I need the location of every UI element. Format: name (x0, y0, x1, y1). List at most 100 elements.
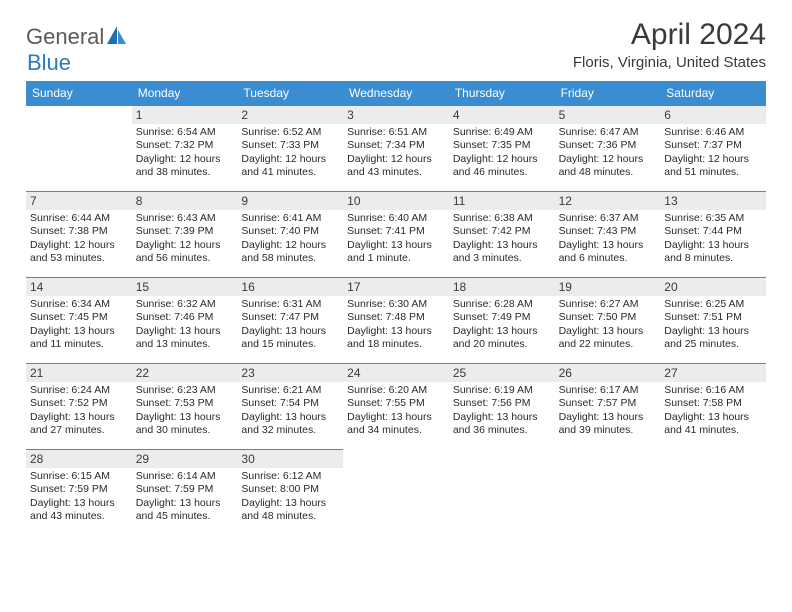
day-number: 9 (237, 192, 343, 210)
sunrise-line: Sunrise: 6:15 AM (30, 470, 128, 483)
calendar-cell: 7 Sunrise: 6:44 AMSunset: 7:38 PMDaylight… (26, 191, 132, 277)
title-block: April 2024 Floris, Virginia, United Stat… (573, 18, 766, 71)
daylight-line: Daylight: 13 hours and 30 minutes. (136, 411, 234, 438)
calendar-cell: 22Sunrise: 6:23 AMSunset: 7:53 PMDayligh… (132, 363, 238, 449)
calendar-header-row: SundayMondayTuesdayWednesdayThursdayFrid… (26, 81, 766, 105)
daylight-line: Daylight: 13 hours and 36 minutes. (453, 411, 551, 438)
daylight-line: Daylight: 13 hours and 6 minutes. (559, 239, 657, 266)
sunset-line: Sunset: 7:44 PM (664, 225, 762, 238)
calendar-cell: 19 Sunrise: 6:27 AMSunset: 7:50 PMDayligh… (555, 277, 661, 363)
day-details: Sunrise: 6:44 AMSunset: 7:38 PMDaylight:… (30, 212, 128, 266)
sunset-line: Sunset: 7:59 PM (136, 483, 234, 496)
sunrise-line: Sunrise: 6:19 AM (453, 384, 551, 397)
sunrise-line: Sunrise: 6:20 AM (347, 384, 445, 397)
daylight-line: Daylight: 12 hours and 46 minutes. (453, 153, 551, 180)
calendar-cell: 3Sunrise: 6:51 AMSunset: 7:34 PMDaylight… (343, 105, 449, 191)
day-number: 6 (660, 106, 766, 124)
day-number: 17 (343, 278, 449, 296)
day-number: 27 (660, 364, 766, 382)
day-details: Sunrise: 6:46 AMSunset: 7:37 PMDaylight:… (664, 126, 762, 180)
weekday-header: Sunday (26, 81, 132, 105)
sunset-line: Sunset: 7:38 PM (30, 225, 128, 238)
day-number: 26 (555, 364, 661, 382)
sunrise-line: Sunrise: 6:12 AM (241, 470, 339, 483)
day-details: Sunrise: 6:24 AMSunset: 7:52 PMDaylight:… (30, 384, 128, 438)
day-details: Sunrise: 6:32 AMSunset: 7:46 PMDaylight:… (136, 298, 234, 352)
weekday-header: Wednesday (343, 81, 449, 105)
calendar-cell: 24Sunrise: 6:20 AMSunset: 7:55 PMDayligh… (343, 363, 449, 449)
daylight-line: Daylight: 13 hours and 32 minutes. (241, 411, 339, 438)
sunrise-line: Sunrise: 6:27 AM (559, 298, 657, 311)
sunset-line: Sunset: 7:58 PM (664, 397, 762, 410)
daylight-line: Daylight: 12 hours and 56 minutes. (136, 239, 234, 266)
daylight-line: Daylight: 12 hours and 51 minutes. (664, 153, 762, 180)
weekday-header: Monday (132, 81, 238, 105)
sunrise-line: Sunrise: 6:54 AM (136, 126, 234, 139)
day-details: Sunrise: 6:16 AMSunset: 7:58 PMDaylight:… (664, 384, 762, 438)
daylight-line: Daylight: 13 hours and 8 minutes. (664, 239, 762, 266)
calendar-cell: 5Sunrise: 6:47 AMSunset: 7:36 PMDaylight… (555, 105, 661, 191)
sunrise-line: Sunrise: 6:28 AM (453, 298, 551, 311)
day-details: Sunrise: 6:19 AMSunset: 7:56 PMDaylight:… (453, 384, 551, 438)
calendar-cell: 28Sunrise: 6:15 AMSunset: 7:59 PMDayligh… (26, 449, 132, 535)
daylight-line: Daylight: 13 hours and 41 minutes. (664, 411, 762, 438)
day-details: Sunrise: 6:27 AMSunset: 7:50 PMDaylight:… (559, 298, 657, 352)
day-number: 7 (26, 192, 132, 210)
daylight-line: Daylight: 13 hours and 45 minutes. (136, 497, 234, 524)
day-number: 8 (132, 192, 238, 210)
calendar-cell: 27 Sunrise: 6:16 AMSunset: 7:58 PMDayligh… (660, 363, 766, 449)
daylight-line: Daylight: 13 hours and 13 minutes. (136, 325, 234, 352)
day-number: 14 (26, 278, 132, 296)
daylight-line: Daylight: 13 hours and 25 minutes. (664, 325, 762, 352)
sunset-line: Sunset: 8:00 PM (241, 483, 339, 496)
day-details: Sunrise: 6:37 AMSunset: 7:43 PMDaylight:… (559, 212, 657, 266)
sunset-line: Sunset: 7:55 PM (347, 397, 445, 410)
daylight-line: Daylight: 13 hours and 39 minutes. (559, 411, 657, 438)
daylight-line: Daylight: 12 hours and 53 minutes. (30, 239, 128, 266)
sunrise-line: Sunrise: 6:40 AM (347, 212, 445, 225)
sunrise-line: Sunrise: 6:24 AM (30, 384, 128, 397)
calendar-cell: 21Sunrise: 6:24 AMSunset: 7:52 PMDayligh… (26, 363, 132, 449)
sunrise-line: Sunrise: 6:44 AM (30, 212, 128, 225)
weekday-header: Saturday (660, 81, 766, 105)
daylight-line: Daylight: 12 hours and 58 minutes. (241, 239, 339, 266)
calendar-cell: 16Sunrise: 6:31 AMSunset: 7:47 PMDayligh… (237, 277, 343, 363)
weekday-header: Thursday (449, 81, 555, 105)
sunrise-line: Sunrise: 6:25 AM (664, 298, 762, 311)
day-number: 4 (449, 106, 555, 124)
sunrise-line: Sunrise: 6:46 AM (664, 126, 762, 139)
brand-text-blue: Blue (27, 50, 71, 75)
day-number: 16 (237, 278, 343, 296)
sunrise-line: Sunrise: 6:30 AM (347, 298, 445, 311)
day-number: 29 (132, 450, 238, 468)
day-details: Sunrise: 6:12 AMSunset: 8:00 PMDaylight:… (241, 470, 339, 524)
day-details: Sunrise: 6:49 AMSunset: 7:35 PMDaylight:… (453, 126, 551, 180)
calendar-cell: 30 Sunrise: 6:12 AMSunset: 8:00 PMDayligh… (237, 449, 343, 535)
sunset-line: Sunset: 7:33 PM (241, 139, 339, 152)
brand-sail-icon (106, 25, 128, 50)
calendar-cell: 8Sunrise: 6:43 AMSunset: 7:39 PMDaylight… (132, 191, 238, 277)
calendar-cell: 13Sunrise: 6:35 AMSunset: 7:44 PMDayligh… (660, 191, 766, 277)
sunrise-line: Sunrise: 6:47 AM (559, 126, 657, 139)
calendar-cell: 11Sunrise: 6:38 AMSunset: 7:42 PMDayligh… (449, 191, 555, 277)
calendar-cell: 15Sunrise: 6:32 AMSunset: 7:46 PMDayligh… (132, 277, 238, 363)
sunset-line: Sunset: 7:39 PM (136, 225, 234, 238)
sunrise-line: Sunrise: 6:51 AM (347, 126, 445, 139)
day-number: 1 (132, 106, 238, 124)
day-details: Sunrise: 6:23 AMSunset: 7:53 PMDaylight:… (136, 384, 234, 438)
day-details: Sunrise: 6:38 AMSunset: 7:42 PMDaylight:… (453, 212, 551, 266)
daylight-line: Daylight: 13 hours and 15 minutes. (241, 325, 339, 352)
sunrise-line: Sunrise: 6:34 AM (30, 298, 128, 311)
day-details: Sunrise: 6:41 AMSunset: 7:40 PMDaylight:… (241, 212, 339, 266)
brand-text-general: General (26, 24, 104, 50)
daylight-line: Daylight: 13 hours and 48 minutes. (241, 497, 339, 524)
day-number: 30 (237, 450, 343, 468)
day-number: 19 (555, 278, 661, 296)
day-number: 28 (26, 450, 132, 468)
day-details: Sunrise: 6:47 AMSunset: 7:36 PMDaylight:… (559, 126, 657, 180)
day-details: Sunrise: 6:52 AMSunset: 7:33 PMDaylight:… (241, 126, 339, 180)
day-details: Sunrise: 6:17 AMSunset: 7:57 PMDaylight:… (559, 384, 657, 438)
calendar-cell: 1Sunrise: 6:54 AMSunset: 7:32 PMDaylight… (132, 105, 238, 191)
sunrise-line: Sunrise: 6:31 AM (241, 298, 339, 311)
sunset-line: Sunset: 7:32 PM (136, 139, 234, 152)
